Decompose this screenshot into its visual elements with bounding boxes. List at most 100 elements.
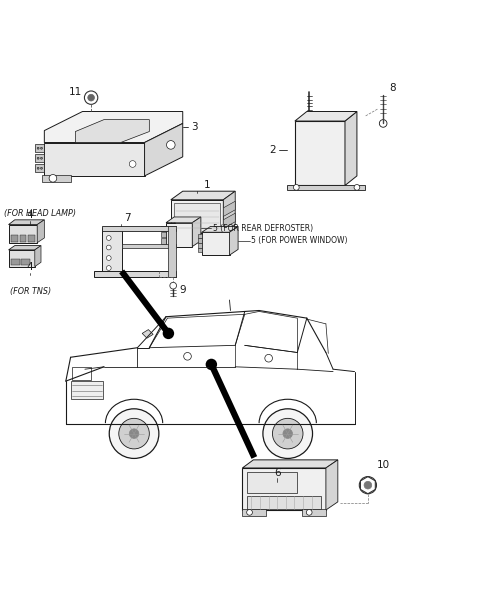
Circle shape [205, 359, 217, 370]
Polygon shape [202, 232, 229, 255]
Polygon shape [44, 112, 183, 143]
Circle shape [88, 94, 95, 101]
Text: 4: 4 [27, 211, 33, 220]
Polygon shape [144, 124, 183, 176]
Circle shape [40, 157, 42, 159]
Polygon shape [9, 224, 37, 243]
Polygon shape [192, 217, 201, 247]
Polygon shape [42, 175, 71, 182]
Polygon shape [75, 119, 149, 143]
Text: (FOR TNS): (FOR TNS) [10, 287, 51, 296]
Circle shape [247, 509, 252, 515]
Bar [302, 509, 326, 516]
Polygon shape [9, 220, 44, 224]
Circle shape [84, 91, 98, 104]
Bar [242, 509, 266, 516]
Polygon shape [11, 235, 18, 242]
Polygon shape [142, 329, 153, 338]
Polygon shape [102, 226, 176, 231]
Polygon shape [326, 460, 338, 510]
Bar [247, 472, 297, 493]
Polygon shape [287, 185, 365, 190]
Text: 11: 11 [69, 87, 82, 97]
Circle shape [163, 328, 174, 339]
Circle shape [107, 266, 111, 271]
Polygon shape [44, 143, 144, 176]
Text: 9: 9 [179, 285, 186, 295]
Polygon shape [35, 145, 44, 152]
Polygon shape [174, 203, 220, 232]
Circle shape [379, 119, 387, 127]
Polygon shape [242, 468, 326, 510]
Polygon shape [198, 238, 202, 243]
Polygon shape [102, 229, 121, 274]
Bar [247, 496, 321, 509]
Polygon shape [9, 245, 41, 250]
Circle shape [49, 175, 57, 182]
Polygon shape [168, 226, 176, 277]
Circle shape [109, 409, 159, 458]
Circle shape [107, 236, 111, 241]
Circle shape [40, 167, 42, 169]
Circle shape [37, 167, 39, 169]
Circle shape [265, 355, 273, 362]
Polygon shape [198, 248, 202, 252]
Circle shape [364, 481, 372, 489]
Bar [72, 367, 91, 380]
Polygon shape [223, 191, 235, 233]
Circle shape [273, 418, 303, 449]
Circle shape [129, 161, 136, 167]
Polygon shape [166, 223, 192, 247]
Polygon shape [223, 213, 235, 229]
Circle shape [37, 157, 39, 159]
Polygon shape [202, 227, 238, 232]
Circle shape [107, 256, 111, 260]
Polygon shape [9, 250, 35, 266]
Polygon shape [229, 227, 238, 255]
Text: 1: 1 [204, 180, 211, 190]
Text: 6: 6 [274, 467, 280, 478]
Text: 5 (FOR POWER WINDOW): 5 (FOR POWER WINDOW) [251, 236, 348, 245]
Text: 5 (FOR REAR DEFROSTER): 5 (FOR REAR DEFROSTER) [213, 224, 313, 233]
Polygon shape [28, 235, 35, 242]
Polygon shape [198, 233, 202, 238]
Polygon shape [166, 217, 201, 223]
Polygon shape [35, 154, 44, 162]
Polygon shape [171, 200, 223, 233]
Polygon shape [121, 244, 176, 248]
Circle shape [360, 476, 376, 494]
Circle shape [283, 429, 292, 439]
Polygon shape [198, 243, 202, 248]
Text: 2: 2 [270, 145, 276, 155]
Circle shape [263, 409, 312, 458]
Circle shape [119, 418, 149, 449]
Circle shape [40, 147, 42, 149]
Circle shape [167, 140, 175, 149]
Polygon shape [161, 232, 166, 238]
Polygon shape [11, 259, 20, 265]
Bar [71, 381, 103, 399]
Polygon shape [223, 201, 235, 217]
Polygon shape [295, 121, 345, 185]
Polygon shape [295, 112, 357, 121]
Polygon shape [161, 238, 166, 244]
Circle shape [293, 185, 299, 190]
Circle shape [184, 352, 192, 360]
Polygon shape [171, 191, 235, 200]
Circle shape [170, 283, 177, 289]
Text: 10: 10 [377, 460, 390, 470]
Polygon shape [345, 112, 357, 185]
Text: (FOR HEAD LAMP): (FOR HEAD LAMP) [4, 209, 76, 218]
Text: 4: 4 [27, 262, 33, 272]
Circle shape [306, 509, 312, 515]
Polygon shape [20, 235, 26, 242]
Circle shape [129, 429, 139, 439]
Polygon shape [35, 245, 41, 266]
Circle shape [37, 147, 39, 149]
Text: 8: 8 [389, 83, 396, 92]
Circle shape [354, 185, 360, 190]
Polygon shape [37, 220, 44, 243]
Polygon shape [95, 271, 176, 277]
Polygon shape [22, 259, 30, 265]
Circle shape [107, 245, 111, 250]
